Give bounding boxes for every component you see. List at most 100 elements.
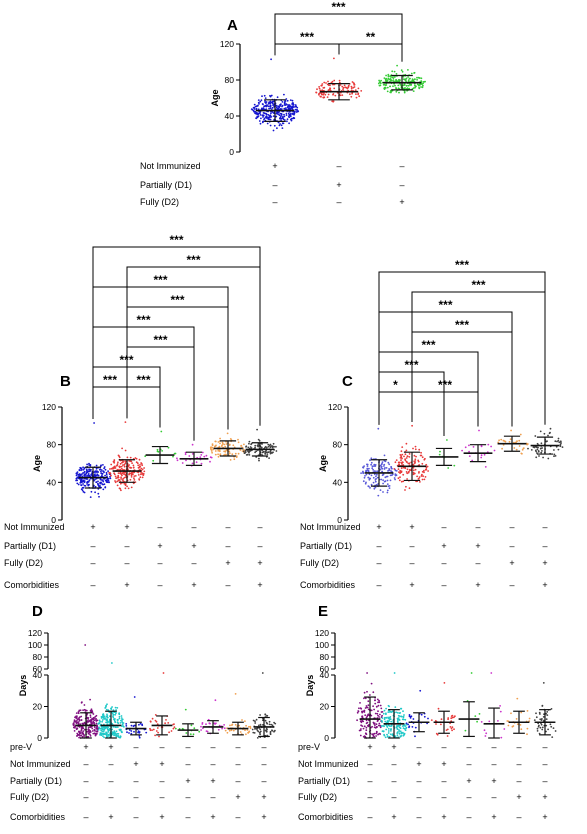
condition-sign: – [441, 742, 446, 752]
data-point [106, 718, 108, 721]
data-point [89, 464, 92, 467]
data-point [412, 473, 415, 476]
data-point [540, 442, 543, 445]
data-point [137, 474, 140, 476]
data-point [162, 672, 165, 674]
data-point [480, 444, 483, 447]
data-point [73, 730, 76, 732]
data-point [430, 719, 433, 721]
condition-sign: – [108, 776, 113, 786]
data-point [283, 119, 286, 121]
data-point [295, 111, 298, 113]
data-point [389, 479, 392, 482]
data-point [264, 450, 267, 453]
data-point [132, 725, 135, 728]
data-point [79, 473, 82, 476]
data-point [518, 439, 521, 442]
condition-sign: + [90, 522, 95, 532]
data-point [91, 730, 94, 732]
data-point [239, 731, 242, 733]
data-point [421, 456, 424, 459]
data-point [405, 485, 407, 488]
data-point [78, 716, 81, 719]
data-point [446, 728, 449, 731]
data-point [418, 87, 421, 90]
data-point [200, 462, 203, 465]
data-point [541, 704, 544, 707]
data-point [83, 728, 86, 731]
data-point [421, 478, 424, 481]
data-point [250, 443, 253, 446]
data-point [422, 475, 424, 478]
data-point [293, 111, 296, 114]
data-point [419, 454, 422, 457]
data-point [379, 84, 382, 87]
condition-sign: – [509, 541, 514, 551]
data-point [398, 730, 401, 732]
data-point [88, 479, 91, 481]
data-point [365, 719, 368, 722]
condition-sign: – [159, 742, 164, 752]
data-point [276, 111, 278, 114]
data-point [121, 474, 123, 477]
data-point [251, 728, 254, 731]
data-point [269, 114, 271, 117]
data-point [404, 78, 407, 81]
data-point [396, 711, 399, 714]
data-point [267, 105, 270, 108]
condition-sign: + [261, 812, 266, 822]
data-point [556, 440, 558, 443]
data-point [267, 117, 270, 119]
data-point [170, 730, 173, 732]
data-point [359, 707, 362, 709]
data-point [87, 473, 90, 476]
data-point [384, 467, 386, 469]
data-point [396, 728, 399, 731]
data-point [370, 474, 373, 477]
data-point [378, 699, 380, 702]
data-point [89, 731, 92, 733]
data-point [426, 465, 429, 468]
data-point [362, 470, 364, 473]
data-point [102, 713, 104, 716]
data-point [421, 470, 424, 473]
data-point [143, 467, 146, 469]
data-point [417, 76, 420, 79]
data-point [105, 473, 108, 476]
data-point [113, 473, 116, 476]
data-point [223, 727, 226, 730]
data-point [112, 709, 115, 711]
condition-sign: + [185, 776, 190, 786]
data-point [296, 106, 299, 109]
data-point [403, 724, 406, 726]
data-point [114, 721, 117, 724]
data-point [386, 483, 389, 485]
condition-sign: + [399, 197, 404, 207]
data-point [264, 97, 267, 99]
data-point [500, 438, 503, 441]
data-point [272, 115, 275, 117]
data-point [224, 453, 227, 456]
panel-label: B [60, 373, 71, 390]
data-point [363, 697, 365, 700]
data-point [394, 461, 397, 464]
data-point [375, 723, 378, 726]
data-point [368, 485, 370, 488]
data-point [366, 690, 368, 693]
data-point [141, 464, 144, 467]
data-point [158, 735, 160, 738]
data-point [551, 736, 554, 738]
data-point [114, 713, 117, 716]
condition-sign: – [516, 812, 521, 822]
data-point [387, 470, 389, 472]
condition-sign: – [542, 776, 547, 786]
data-point [370, 709, 373, 712]
data-point [268, 107, 270, 110]
data-point [480, 721, 483, 723]
condition-row-label: Comorbidities [300, 580, 356, 590]
data-point [393, 468, 396, 470]
data-point [260, 117, 262, 120]
data-point [389, 716, 392, 718]
data-point [260, 107, 263, 110]
data-point [363, 476, 366, 479]
